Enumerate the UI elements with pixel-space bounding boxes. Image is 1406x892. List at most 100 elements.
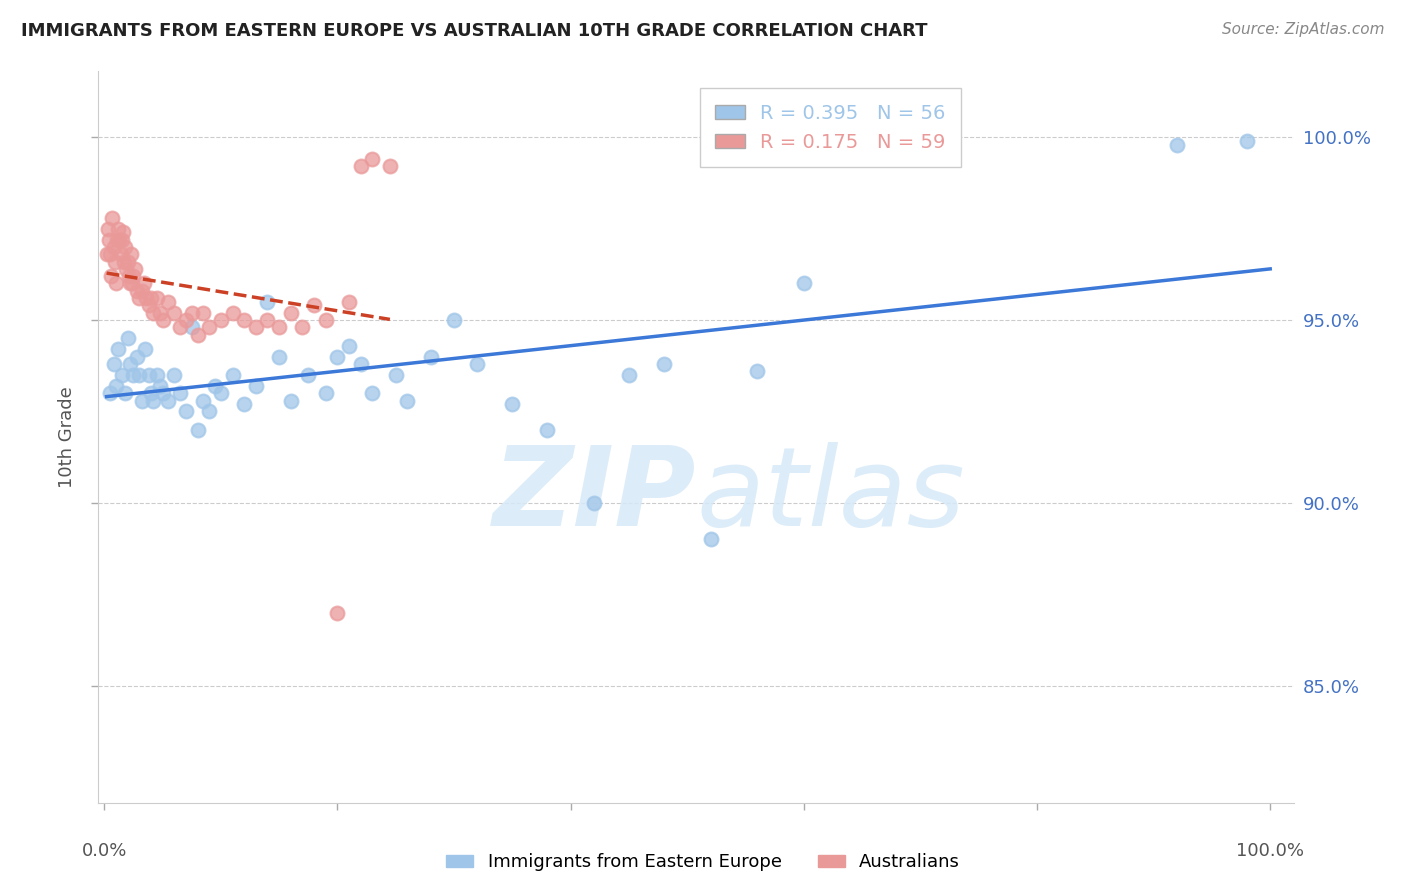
Point	[169, 386, 191, 401]
Point	[110, 247, 132, 261]
Point	[204, 379, 226, 393]
Point	[582, 496, 605, 510]
Point	[269, 350, 291, 364]
Point	[138, 298, 160, 312]
Point	[149, 379, 172, 393]
Point	[142, 393, 165, 408]
Point	[112, 254, 135, 268]
Point	[124, 261, 146, 276]
Point	[111, 368, 134, 382]
Point	[149, 306, 172, 320]
Point	[96, 247, 118, 261]
Point	[145, 291, 167, 305]
Point	[105, 233, 128, 247]
Point	[121, 277, 143, 291]
Point	[139, 291, 162, 305]
Point	[245, 379, 267, 393]
Point	[135, 291, 157, 305]
Point	[122, 368, 145, 382]
Point	[209, 313, 232, 327]
Point	[501, 397, 523, 411]
Point	[103, 357, 125, 371]
Y-axis label: 10th Grade: 10th Grade	[58, 386, 76, 488]
Point	[111, 233, 134, 247]
Point	[193, 393, 215, 408]
Point	[793, 277, 815, 291]
Point	[337, 339, 360, 353]
Point	[152, 386, 174, 401]
Point	[111, 225, 134, 239]
Point	[269, 320, 291, 334]
Point	[97, 221, 120, 235]
Point	[117, 331, 139, 345]
Point	[103, 240, 125, 254]
Point	[132, 277, 155, 291]
Point	[157, 294, 180, 309]
Point	[699, 533, 721, 547]
Point	[120, 247, 142, 261]
Point	[100, 269, 122, 284]
Point	[134, 343, 156, 357]
Point	[396, 393, 419, 408]
Point	[145, 368, 167, 382]
Point	[115, 261, 138, 276]
Point	[315, 386, 337, 401]
Text: IMMIGRANTS FROM EASTERN EUROPE VS AUSTRALIAN 10TH GRADE CORRELATION CHART: IMMIGRANTS FROM EASTERN EUROPE VS AUSTRA…	[21, 22, 928, 40]
Point	[163, 368, 186, 382]
Point	[104, 254, 127, 268]
Point	[467, 357, 489, 371]
Point	[125, 350, 148, 364]
Point	[536, 423, 558, 437]
Point	[443, 313, 465, 327]
Point	[104, 379, 127, 393]
Point	[361, 386, 384, 401]
Point	[1236, 134, 1258, 148]
Point	[384, 368, 406, 382]
Point	[291, 320, 314, 334]
Point	[174, 313, 197, 327]
Point	[280, 393, 302, 408]
Point	[128, 368, 150, 382]
Point	[256, 294, 278, 309]
Point	[101, 211, 124, 225]
Point	[97, 233, 120, 247]
Point	[138, 368, 160, 382]
Point	[297, 368, 319, 382]
Point	[118, 277, 141, 291]
Point	[233, 397, 256, 411]
Point	[256, 313, 278, 327]
Point	[139, 386, 162, 401]
Point	[142, 306, 165, 320]
Point	[163, 306, 186, 320]
Point	[198, 320, 221, 334]
Point	[326, 606, 349, 620]
Point	[337, 294, 360, 309]
Point	[107, 221, 129, 235]
Text: ZIP: ZIP	[492, 442, 696, 549]
Legend: Immigrants from Eastern Europe, Australians: Immigrants from Eastern Europe, Australi…	[439, 847, 967, 879]
Point	[221, 368, 243, 382]
Point	[98, 247, 121, 261]
Point	[131, 284, 153, 298]
Point	[186, 423, 208, 437]
Text: atlas: atlas	[696, 442, 965, 549]
Point	[652, 357, 675, 371]
Point	[326, 350, 349, 364]
Point	[107, 343, 129, 357]
Point	[193, 306, 215, 320]
Point	[114, 386, 136, 401]
Point	[280, 306, 302, 320]
Point	[108, 233, 131, 247]
Point	[747, 364, 769, 378]
Point	[118, 357, 141, 371]
Point	[419, 350, 441, 364]
Point	[152, 313, 174, 327]
Point	[180, 306, 202, 320]
Text: Source: ZipAtlas.com: Source: ZipAtlas.com	[1222, 22, 1385, 37]
Point	[180, 320, 202, 334]
Point	[617, 368, 640, 382]
Point	[315, 313, 337, 327]
Point	[122, 269, 145, 284]
Point	[128, 291, 150, 305]
Point	[131, 393, 153, 408]
